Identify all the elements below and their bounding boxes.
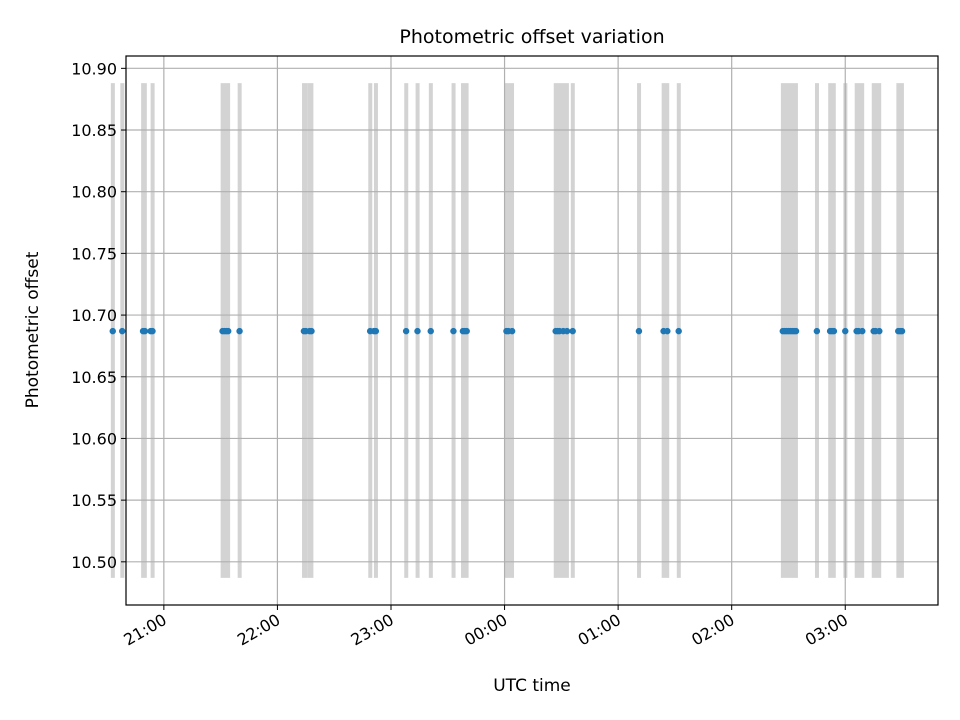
data-point-0-36: [664, 327, 671, 335]
y-tick-label-3: 10.65: [71, 368, 117, 387]
chart-title: Photometric offset variation: [399, 26, 664, 48]
data-point-0-3: [141, 327, 149, 335]
axes-frame: [125, 55, 939, 606]
data-point-0-0: [109, 327, 116, 335]
data-point-0-18: [402, 327, 410, 335]
data-point-0-34: [635, 327, 643, 335]
data-point-0-27: [508, 327, 516, 335]
data-point-0-59: [898, 327, 906, 335]
data-point-0-33: [569, 327, 576, 335]
grid: [126, 56, 938, 605]
y-tick-label-5: 10.75: [71, 244, 117, 263]
y-tick-label-0: 10.50: [71, 553, 117, 572]
data-point-0-32: [563, 327, 571, 335]
data-point-0-37: [675, 327, 682, 335]
data-point-0-17: [372, 327, 380, 335]
data-point-0-9: [225, 327, 232, 335]
data-point-0-56: [876, 327, 883, 335]
data-point-0-24: [463, 327, 470, 335]
data-point-0-10: [236, 327, 243, 335]
y-tick-label-6: 10.80: [71, 183, 117, 202]
data-point-0-50: [842, 327, 849, 335]
y-tick-label-1: 10.55: [71, 491, 117, 510]
data-point-0-1: [119, 327, 126, 335]
data-point-0-20: [427, 327, 434, 335]
data-point-0-45: [792, 327, 800, 335]
data-point-0-19: [414, 327, 421, 335]
x-axis-label: UTC time: [493, 676, 571, 696]
data-point-0-46: [813, 327, 821, 335]
data-point-0-14: [308, 327, 315, 335]
y-tick-label-2: 10.60: [71, 429, 117, 448]
data-point-0-49: [830, 327, 838, 335]
data-point-0-53: [859, 327, 866, 335]
data-point-0-21: [450, 327, 457, 335]
data-points: [109, 327, 906, 335]
y-tick-label-8: 10.90: [71, 59, 117, 78]
y-tick-label-7: 10.85: [71, 121, 117, 140]
y-axis-label: Photometric offset: [23, 251, 43, 408]
y-tick-label-4: 10.70: [71, 306, 117, 325]
data-point-0-5: [149, 327, 156, 335]
